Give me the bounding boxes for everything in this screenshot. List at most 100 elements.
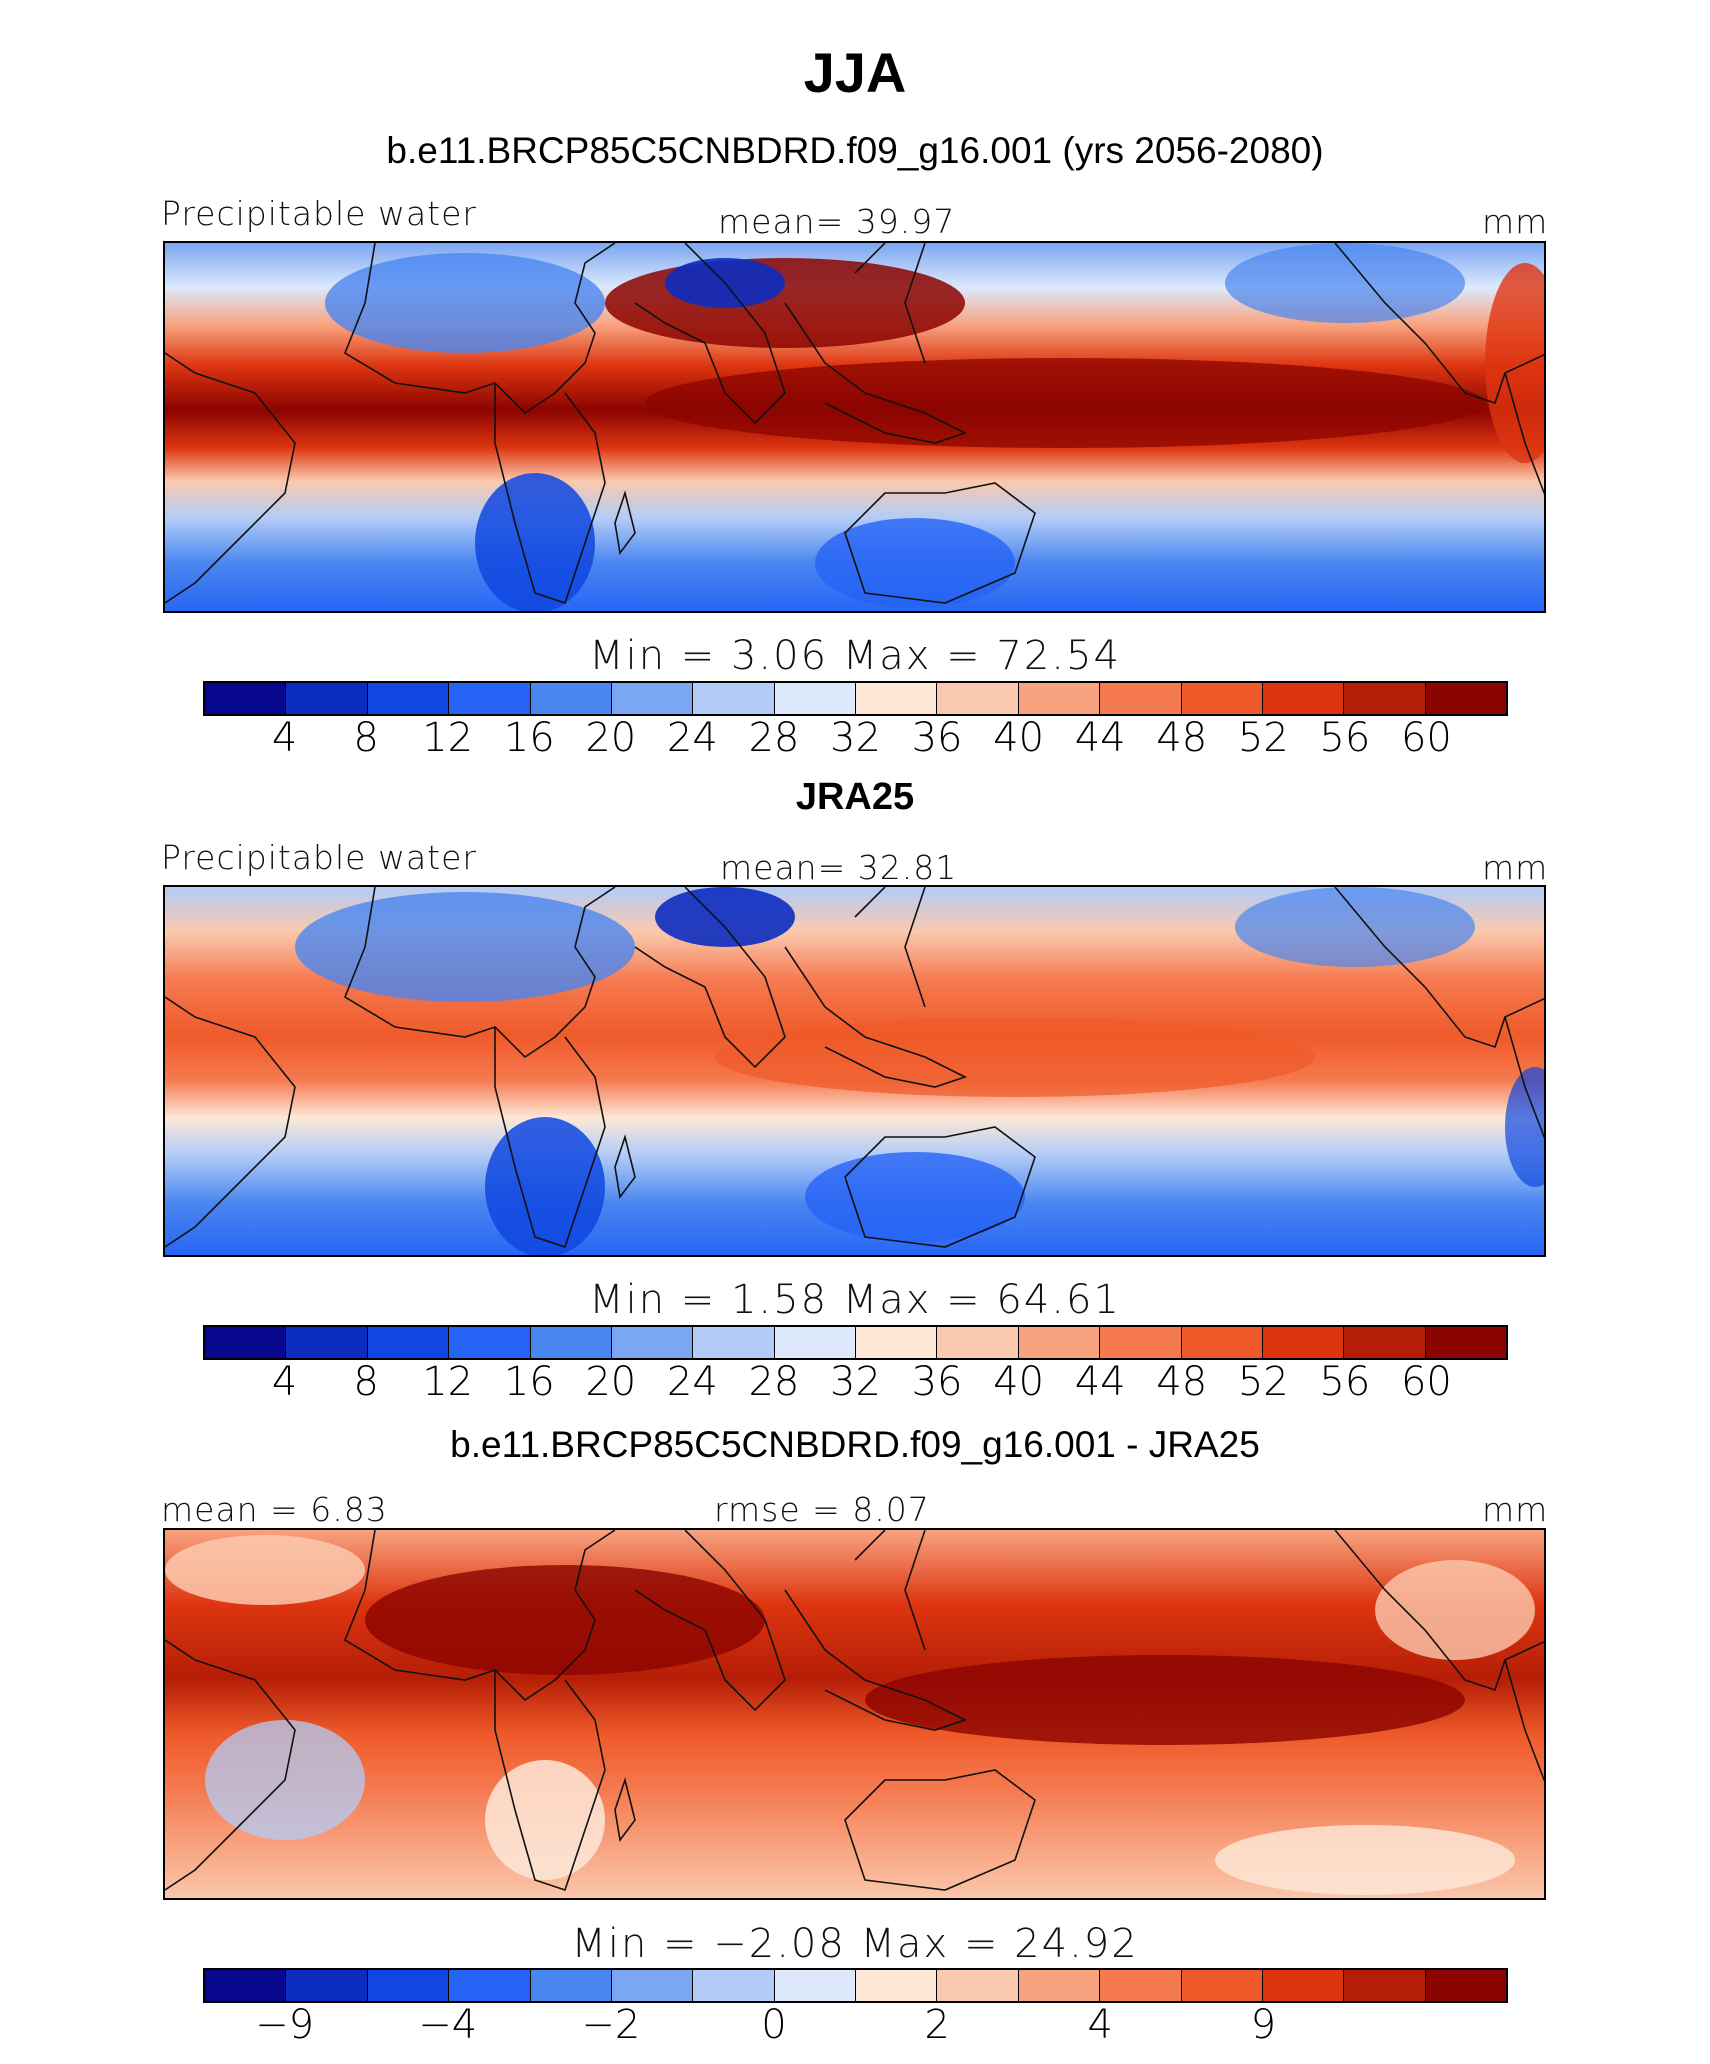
colorbar-swatch	[449, 683, 531, 714]
colorbar-swatch	[286, 1970, 368, 2001]
colorbar-swatch	[611, 1970, 694, 2001]
panel-3-colorbar	[203, 1968, 1508, 2003]
colorbar-swatch	[1181, 1970, 1263, 2001]
colorbar-swatch	[530, 1327, 612, 1358]
colorbar-swatch	[449, 1970, 531, 2001]
colorbar-swatch	[693, 683, 775, 714]
panel-1-colorbar	[203, 681, 1508, 716]
colorbar-tick-label: 4	[271, 1359, 298, 1405]
colorbar-swatch	[1425, 683, 1506, 714]
panel-1-colorbar-ticks: 4 8 12 16 20 24 28 32 36 40 44 48 52 56 60	[203, 715, 1508, 765]
colorbar-tick-label: −2	[581, 2002, 641, 2048]
main-title: JJA	[803, 41, 907, 104]
panel-3-min-max: Min = −2.08 Max = 24.92	[571, 1921, 1139, 1967]
panel-2-title: JRA25	[795, 776, 915, 818]
colorbar-tick-label: 52	[1237, 1359, 1289, 1405]
colorbar-swatch	[1262, 1327, 1345, 1358]
colorbar-tick-label: 24	[666, 1359, 718, 1405]
colorbar-swatch	[286, 1327, 368, 1358]
colorbar-swatch	[1100, 1327, 1182, 1358]
colorbar-tick-label: 44	[1074, 715, 1126, 761]
colorbar-tick-label: 20	[585, 1359, 637, 1405]
panel-3-title: b.e11.BRCP85C5CNBDRD.f09_g16.001 - JRA25	[450, 1424, 1260, 1465]
colorbar-tick-label: 4	[1087, 2002, 1113, 2048]
colorbar-swatch	[611, 683, 694, 714]
panel-3-map	[163, 1528, 1546, 1900]
colorbar-swatch	[205, 1970, 287, 2001]
colorbar-swatch	[937, 1970, 1019, 2001]
colorbar-tick-label: 60	[1400, 715, 1452, 761]
panel-3-field	[165, 1530, 1544, 1898]
panel-2-units-label: mm	[1482, 848, 1549, 887]
colorbar-swatch	[856, 683, 938, 714]
colorbar-tick-label: 9	[1250, 2002, 1277, 2048]
panel-1-min-max: Min = 3.06 Max = 72.54	[589, 633, 1121, 679]
colorbar-swatch	[937, 683, 1019, 714]
colorbar-swatch	[1100, 1970, 1182, 2001]
colorbar-tick-label: −9	[255, 2002, 315, 2048]
colorbar-swatch	[367, 1327, 450, 1358]
panel-2-min-max: Min = 1.58 Max = 64.61	[589, 1277, 1121, 1323]
colorbar-tick-label: 8	[353, 1359, 379, 1405]
panel-2-map	[163, 885, 1546, 1257]
colorbar-tick-label: 16	[503, 1359, 555, 1405]
colorbar-tick-label: 56	[1319, 715, 1371, 761]
colorbar-swatch	[693, 1970, 775, 2001]
colorbar-tick-label: 36	[911, 715, 963, 761]
panel-2-mean-label: mean= 32.81	[720, 848, 958, 887]
panel-1-units-label: mm	[1482, 202, 1549, 241]
colorbar-swatch	[1262, 683, 1345, 714]
colorbar-tick-label: 32	[830, 715, 881, 761]
colorbar-tick-label: 40	[993, 715, 1045, 761]
colorbar-swatch	[367, 1970, 450, 2001]
panel-2-field	[165, 887, 1544, 1255]
colorbar-swatch	[205, 683, 287, 714]
colorbar-tick-label: 16	[503, 715, 555, 761]
colorbar-tick-label: 28	[748, 715, 800, 761]
colorbar-tick-label: 28	[748, 1359, 800, 1405]
colorbar-tick-label: 56	[1319, 1359, 1371, 1405]
colorbar-tick-label: 12	[422, 715, 474, 761]
colorbar-swatch	[1018, 683, 1101, 714]
panel-2-variable-label: Precipitable water	[161, 838, 477, 877]
colorbar-swatch	[1018, 1970, 1101, 2001]
colorbar-swatch	[1344, 683, 1426, 714]
panel-1-title: b.e11.BRCP85C5CNBDRD.f09_g16.001 (yrs 20…	[386, 130, 1324, 171]
colorbar-swatch	[449, 1327, 531, 1358]
colorbar-swatch	[611, 1327, 694, 1358]
colorbar-swatch	[1018, 1327, 1101, 1358]
colorbar-tick-label: 52	[1237, 715, 1289, 761]
colorbar-tick-label: 8	[353, 715, 379, 761]
panel-1-variable-label: Precipitable water	[161, 194, 477, 233]
panel-3-units-label: mm	[1482, 1490, 1549, 1529]
panel-1-field	[165, 243, 1544, 611]
colorbar-swatch	[530, 1970, 612, 2001]
colorbar-swatch	[1262, 1970, 1345, 2001]
colorbar-swatch	[1100, 683, 1182, 714]
colorbar-tick-label: 12	[422, 1359, 474, 1405]
colorbar-tick-label: 48	[1156, 1359, 1208, 1405]
colorbar-tick-label: 40	[993, 1359, 1045, 1405]
colorbar-swatch	[937, 1327, 1019, 1358]
panel-3-rmse-label: rmse = 8.07	[714, 1490, 930, 1529]
panel-1-mean-label: mean= 39.97	[718, 202, 956, 241]
colorbar-tick-label: −4	[418, 2002, 478, 2048]
colorbar-swatch	[205, 1327, 287, 1358]
colorbar-tick-label: 20	[585, 715, 637, 761]
panel-2-colorbar-ticks: 4 8 12 16 20 24 28 32 36 40 44 48 52 56 60	[203, 1359, 1508, 1409]
colorbar-swatch	[856, 1970, 938, 2001]
colorbar-swatch	[774, 683, 856, 714]
colorbar-swatch	[1344, 1327, 1426, 1358]
colorbar-tick-label: 24	[666, 715, 718, 761]
panel-2-colorbar	[203, 1325, 1508, 1360]
colorbar-swatch	[774, 1327, 856, 1358]
colorbar-swatch	[1425, 1970, 1506, 2001]
colorbar-swatch	[856, 1327, 938, 1358]
panel-1-map	[163, 241, 1546, 613]
colorbar-swatch	[367, 683, 450, 714]
colorbar-swatch	[1344, 1970, 1426, 2001]
colorbar-swatch	[693, 1327, 775, 1358]
colorbar-tick-label: 2	[924, 2002, 950, 2048]
colorbar-swatch	[1181, 683, 1263, 714]
colorbar-tick-label: 0	[761, 2002, 787, 2048]
